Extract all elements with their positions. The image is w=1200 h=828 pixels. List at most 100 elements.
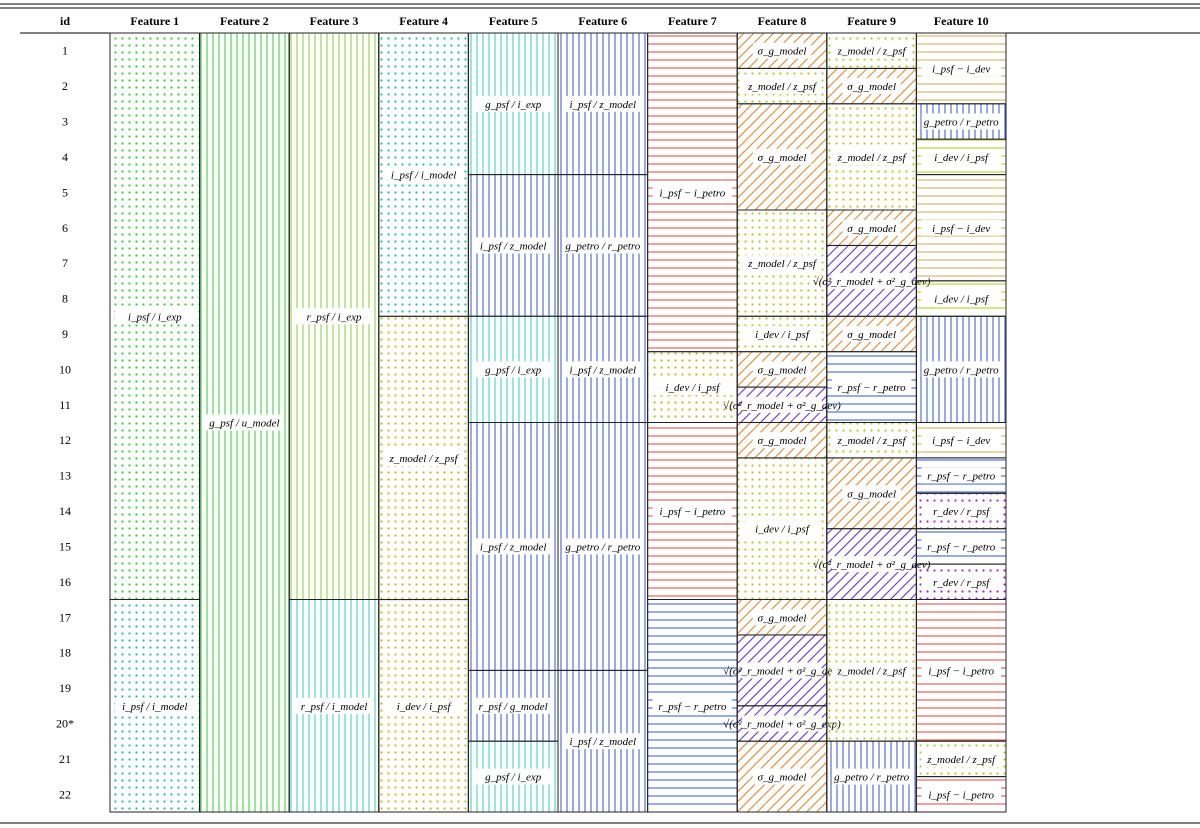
cell-label-bg	[742, 78, 822, 95]
cell-feature-4-2: z_model / z_psf	[378, 315, 469, 601]
cell-label-bg	[652, 184, 733, 201]
cell-label: i_psf − i_petro	[660, 187, 726, 199]
cell-feature-10-3: i_dev / i_psf	[915, 138, 1007, 176]
cell-label-bg	[921, 290, 1001, 307]
cell-feature-1-2: i_psf / i_model	[109, 599, 201, 813]
cell-label: σ_g_model	[758, 435, 807, 447]
cell-label-bg	[563, 237, 643, 254]
row-id-18: 18	[59, 646, 71, 660]
header-feature-3: Feature 3	[310, 14, 359, 28]
cell-feature-8-13: σ_g_model	[736, 740, 828, 813]
cell-label-bg	[921, 361, 1001, 378]
cell-label-bg	[842, 326, 901, 342]
cell-feature-3-2: r_psf / i_model	[288, 599, 380, 813]
cell-feature-10-10: r_psf − r_petro	[915, 528, 1007, 565]
cell-label-bg	[652, 503, 733, 519]
cell-label-bg	[742, 715, 822, 732]
cell-label-bg	[473, 361, 553, 378]
cell-label: r_dev / r_psf	[933, 577, 991, 589]
cell-label: i_psf / z_model	[569, 736, 636, 748]
cell-label-bg	[831, 42, 912, 59]
column-borders	[109, 33, 1007, 812]
cell-label: g_psf / i_exp	[485, 99, 542, 111]
cell-feature-9-3: z_model / z_psf	[826, 103, 917, 211]
cell-label: r_psf / i_model	[301, 701, 368, 713]
row-id-7: 7	[62, 256, 68, 270]
cell-feature-10-6: g_petro / r_petro	[915, 315, 1007, 423]
cell-label: √(σ²_r_model + σ²_g_exp)	[723, 719, 841, 731]
row-id-1: 1	[62, 44, 68, 58]
cell-feature-6-4: g_petro / r_petro	[557, 422, 649, 671]
cell-label-bg	[752, 768, 812, 785]
cell-label: g_psf / u_model	[209, 418, 279, 430]
cell-label-bg	[563, 361, 643, 378]
cell-label-bg	[473, 538, 553, 555]
row-id-22: 22	[59, 787, 71, 801]
row-id-13: 13	[59, 469, 71, 483]
cell-label-bg	[752, 609, 812, 626]
cell-feature-5-3: g_psf / i_exp	[467, 315, 559, 423]
cell-feature-9-2: σ_g_model	[826, 67, 917, 105]
cell-label-bg	[831, 662, 912, 679]
cell-label: z_model / z_psf	[389, 453, 460, 465]
row-id-16: 16	[59, 575, 71, 589]
row-id-11: 11	[59, 398, 71, 412]
cell-feature-8-3: σ_g_model	[736, 103, 828, 211]
cell-label: i_psf / z_model	[480, 541, 547, 553]
cell-feature-5-2: i_psf / z_model	[467, 174, 559, 317]
cell-label: g_petro / r_petro	[834, 772, 909, 784]
cell-feature-8-4: z_model / z_psf	[736, 209, 828, 317]
cell-label-bg	[921, 60, 1001, 77]
header-feature-1: Feature 1	[130, 14, 179, 28]
cell-label-bg	[921, 786, 1001, 803]
cell-feature-10-12: i_psf − i_petro	[915, 599, 1007, 742]
cell-label-bg	[842, 485, 901, 502]
header-feature-7: Feature 7	[668, 14, 717, 28]
row-id-15: 15	[59, 539, 71, 553]
cell-label: i_dev / i_psf	[755, 329, 811, 341]
cell-label-bg	[752, 432, 812, 449]
header-feature-2: Feature 2	[220, 14, 269, 28]
cell-label: r_psf − r_petro	[838, 382, 907, 394]
cell-feature-8-6: σ_g_model	[736, 351, 828, 388]
cell-label: √(σ²_r_model + σ²_g_dev)	[813, 559, 931, 571]
cell-feature-9-8: z_model / z_psf	[826, 422, 917, 459]
cell-feature-9-5: √(σ²_r_model + σ²_g_dev)	[813, 245, 931, 317]
cell-label: i_psf / i_model	[122, 701, 187, 713]
cell-feature-10-1: i_psf − i_dev	[915, 32, 1007, 105]
cell-feature-8-9: i_dev / i_psf	[736, 457, 828, 600]
cell-label-bg	[115, 308, 195, 325]
row-id-17: 17	[59, 610, 71, 624]
cell-label-bg	[742, 662, 822, 679]
header-feature-8: Feature 8	[758, 14, 807, 28]
row-id-6: 6	[62, 221, 68, 235]
cell-label: z_model / z_psf	[747, 81, 818, 93]
cell-label-bg	[563, 733, 643, 750]
cell-label-bg	[921, 432, 1001, 449]
cell-label-bg	[831, 432, 912, 449]
cell-feature-8-10: σ_g_model	[736, 599, 828, 636]
cell-label-bg	[752, 361, 812, 378]
cell-label-bg	[563, 95, 643, 112]
cell-label: g_psf / i_exp	[485, 772, 542, 784]
cell-label: σ_g_model	[758, 772, 807, 784]
cell-feature-6-2: g_petro / r_petro	[557, 174, 649, 317]
cell-label-bg	[294, 697, 374, 714]
cell-label-bg	[473, 697, 553, 714]
header-feature-5: Feature 5	[489, 14, 538, 28]
cell-label: i_dev / i_psf	[397, 701, 453, 713]
cell-feature-10-11: r_dev / r_psf	[915, 563, 1007, 600]
cell-label-bg	[742, 326, 822, 342]
cell-feature-7-4: r_psf − r_petro	[647, 599, 738, 813]
cell-label: i_psf − i_dev	[932, 223, 990, 235]
cell-feature-8-2: z_model / z_psf	[736, 67, 828, 105]
cell-feature-10-2: g_petro / r_petro	[915, 103, 1007, 140]
cell-label: z_model / z_psf	[837, 46, 908, 58]
cell-feature-9-6: σ_g_model	[826, 315, 917, 353]
cell-label: z_model / z_psf	[926, 754, 997, 766]
cell-feature-10-5: i_dev / i_psf	[915, 280, 1007, 317]
cell-label-bg	[742, 520, 822, 537]
cell-label: z_model / z_psf	[747, 258, 818, 270]
